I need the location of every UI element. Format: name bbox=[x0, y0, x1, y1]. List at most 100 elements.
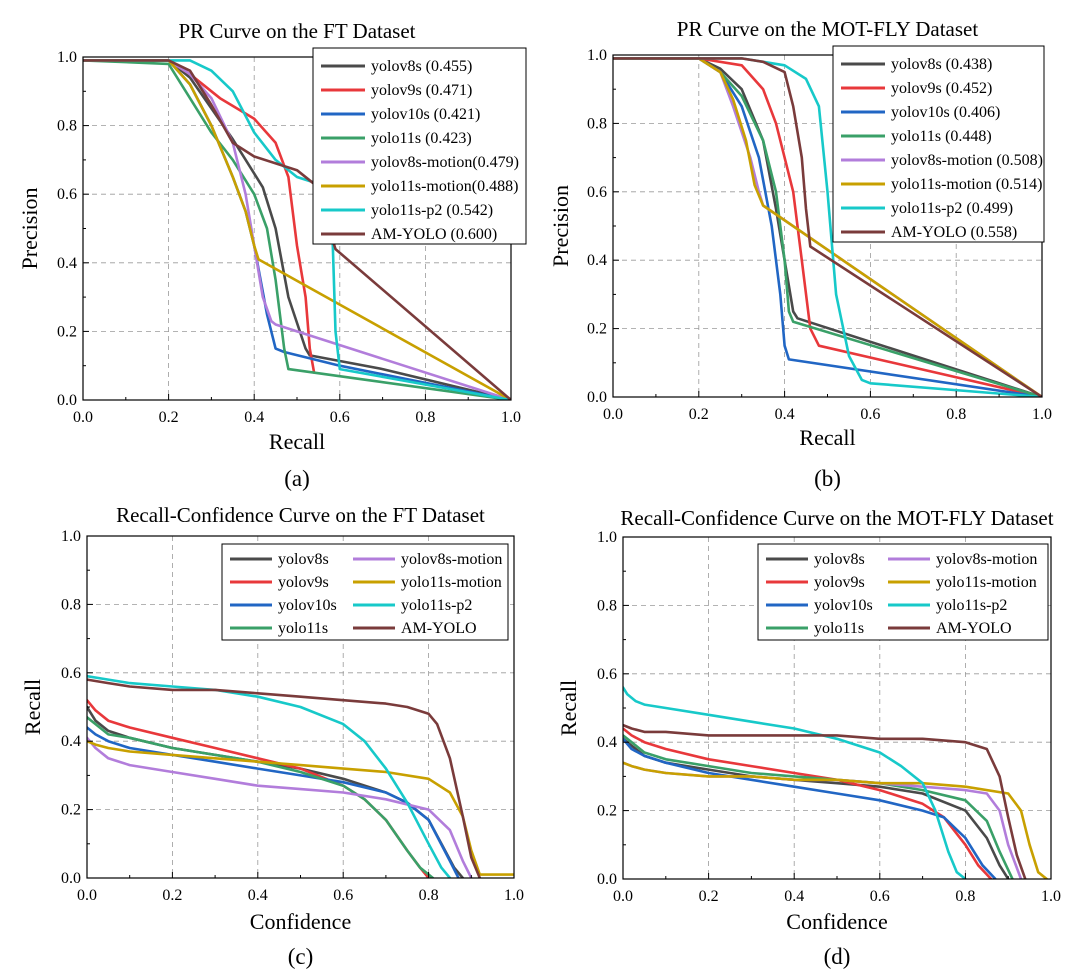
legend-item-yolo11s-motion: yolo11s-motion(0.488) bbox=[321, 178, 518, 195]
y-axis-label: Recall bbox=[556, 680, 581, 736]
legend-label: yolo11s-motion (0.514) bbox=[891, 176, 1042, 193]
legend-label: yolo11s-p2 bbox=[936, 597, 1007, 614]
chart-panel-3: 0.0 0.2 0.4 0.6 0.8 1.00.00.20.40.60.81.0Reca… bbox=[556, 506, 1061, 969]
legend-item-yolo11s-motion: yolo11s-motion (0.514) bbox=[841, 176, 1042, 193]
series-group bbox=[613, 57, 1042, 397]
y-tick-label: 0.6 bbox=[587, 184, 607, 201]
legend-label: yolo11s-p2 bbox=[401, 597, 472, 614]
y-tick-label: 0.2 bbox=[587, 321, 607, 338]
legend-label: AM-YOLO bbox=[401, 620, 477, 637]
panel-caption: (d) bbox=[824, 944, 851, 969]
series-line-yolov10s bbox=[87, 726, 460, 878]
y-tick-label: 0.4 bbox=[61, 733, 81, 750]
legend-label: yolov10s (0.406) bbox=[891, 104, 1000, 121]
legend-item-yolo11s: yolo11s bbox=[766, 620, 864, 637]
y-tick-label: 0.4 bbox=[597, 734, 617, 751]
legend: yolov8s (0.455) yolov9s (0.471) yolov10s (… bbox=[312, 47, 527, 245]
series-line-yolov10s bbox=[623, 737, 997, 879]
y-axis-label: Precision bbox=[17, 188, 42, 270]
x-tick-label: 0.4 bbox=[784, 888, 804, 905]
series-line-yolo11s-p2 bbox=[623, 686, 967, 879]
y-tick-label: 1.0 bbox=[587, 47, 607, 64]
chart-title: PR Curve on the MOT-FLY Dataset bbox=[677, 17, 979, 41]
y-tick-label: 0.0 bbox=[597, 871, 617, 888]
chart-title: PR Curve on the FT Dataset bbox=[178, 19, 415, 43]
legend-item-yolov8s-motion: yolov8s-motion bbox=[353, 551, 502, 568]
legend-item-yolov8s-motion: yolov8s-motion (0.508) bbox=[841, 152, 1043, 169]
legend-item-yolov9s: yolov9s bbox=[766, 574, 865, 591]
series-line-yolo11s-motion bbox=[623, 761, 1048, 879]
y-tick-label: 0.4 bbox=[587, 252, 607, 269]
legend-item-yolov10s: yolov10s bbox=[766, 597, 873, 614]
legend-item-yolo11s-motion: yolo11s-motion bbox=[353, 574, 502, 591]
legend-label: yolov8s-motion bbox=[401, 551, 502, 568]
y-tick-label: 1.0 bbox=[57, 49, 77, 66]
x-tick-label: 0.0 bbox=[73, 409, 93, 426]
x-tick-label: 0.8 bbox=[955, 888, 975, 905]
legend-label: yolov9s (0.471) bbox=[371, 82, 472, 99]
y-tick-label: 1.0 bbox=[597, 529, 617, 546]
y-tick-label: 0.2 bbox=[61, 802, 81, 819]
legend-label: yolo11s-p2 (0.542) bbox=[371, 202, 493, 219]
legend-item-yolov10s: yolov10s bbox=[230, 597, 337, 614]
series-line-yolov8s bbox=[83, 59, 511, 400]
legend: yolov8s yolov9s yolov10s yolo11s yolov8s-mot… bbox=[221, 543, 509, 641]
x-tick-label: 0.0 bbox=[603, 406, 623, 423]
legend-item-yolov9s: yolov9s (0.471) bbox=[321, 82, 472, 99]
y-tick-label: 0.6 bbox=[61, 665, 81, 682]
y-tick-label: 0.8 bbox=[61, 596, 81, 613]
x-tick-label: 1.0 bbox=[1041, 888, 1061, 905]
legend-label: yolov8s-motion bbox=[936, 551, 1037, 568]
x-tick-label: 0.4 bbox=[244, 409, 264, 426]
x-tick-label: 0.6 bbox=[860, 406, 880, 423]
legend-item-yolo11s-p2: yolo11s-p2 bbox=[888, 597, 1007, 614]
x-tick-label: 0.6 bbox=[330, 409, 350, 426]
x-tick-label: 1.0 bbox=[501, 409, 521, 426]
legend-label: AM-YOLO (0.558) bbox=[891, 224, 1017, 241]
x-tick-label: 0.2 bbox=[689, 406, 709, 423]
legend-label: AM-YOLO bbox=[936, 620, 1012, 637]
legend-item-yolo11s: yolo11s bbox=[230, 620, 328, 637]
legend-label: yolo11s (0.448) bbox=[891, 128, 992, 145]
y-tick-label: 0.2 bbox=[597, 803, 617, 820]
legend-label: yolov8s bbox=[814, 551, 865, 568]
series-line-yolov8s-motion bbox=[83, 59, 511, 400]
x-tick-label: 0.4 bbox=[248, 887, 268, 904]
legend-item-AM-YOLO: AM-YOLO bbox=[353, 620, 477, 637]
legend-label: yolov8s-motion(0.479) bbox=[371, 154, 519, 171]
legend-label: yolo11s bbox=[814, 620, 864, 637]
legend-item-yolo11s: yolo11s (0.448) bbox=[841, 128, 992, 145]
x-tick-label: 0.0 bbox=[77, 887, 97, 904]
panel-caption: (c) bbox=[288, 944, 314, 969]
x-axis-label: Recall bbox=[269, 429, 325, 454]
y-tick-label: 0.0 bbox=[587, 389, 607, 406]
legend-label: yolo11s-motion bbox=[401, 574, 502, 591]
legend-item-yolov8s: yolov8s bbox=[766, 551, 865, 568]
x-tick-label: 0.8 bbox=[415, 409, 435, 426]
legend-label: yolo11s bbox=[278, 620, 328, 637]
x-tick-label: 1.0 bbox=[504, 887, 524, 904]
chart-panel-1: 0.0 0.2 0.4 0.6 0.8 1.0 0.0 0.2 0.4 0.6 0.8 1.0 PR C… bbox=[548, 17, 1052, 491]
legend-item-AM-YOLO: AM-YOLO (0.558) bbox=[841, 224, 1017, 241]
series-line-yolov8s bbox=[87, 705, 465, 878]
series-line-AM-YOLO bbox=[613, 57, 1042, 397]
y-tick-label: 0.0 bbox=[57, 392, 77, 409]
legend-item-yolo11s-motion: yolo11s-motion bbox=[888, 574, 1037, 591]
legend: yolov8s yolov9s yolov10s yolo11s yolov8s-mot… bbox=[757, 543, 1049, 641]
legend-item-yolov8s: yolov8s (0.438) bbox=[841, 56, 992, 73]
legend-label: yolov10s bbox=[278, 597, 337, 614]
legend-label: yolo11s-motion bbox=[936, 574, 1037, 591]
x-tick-label: 0.0 bbox=[613, 888, 633, 905]
x-tick-label: 0.6 bbox=[870, 888, 890, 905]
series-line-yolo11s bbox=[87, 715, 435, 878]
chart-panel-2: 0.0 0.2 0.4 0.6 0.8 1.0 0.0 0.2 0.4 0.6 0.8 1.0 Reca… bbox=[20, 503, 524, 969]
series-line-yolov8s-motion bbox=[87, 736, 473, 878]
y-axis-label: Recall bbox=[20, 679, 45, 735]
y-tick-label: 0.0 bbox=[61, 870, 81, 887]
x-axis-label: Recall bbox=[799, 425, 855, 450]
x-axis-label: Confidence bbox=[250, 909, 351, 934]
legend-label: yolov8s-motion (0.508) bbox=[891, 152, 1043, 169]
y-tick-label: 1.0 bbox=[61, 528, 81, 545]
legend-item-yolov9s: yolov9s bbox=[230, 574, 329, 591]
legend-item-yolov8s-motion: yolov8s-motion bbox=[888, 551, 1037, 568]
